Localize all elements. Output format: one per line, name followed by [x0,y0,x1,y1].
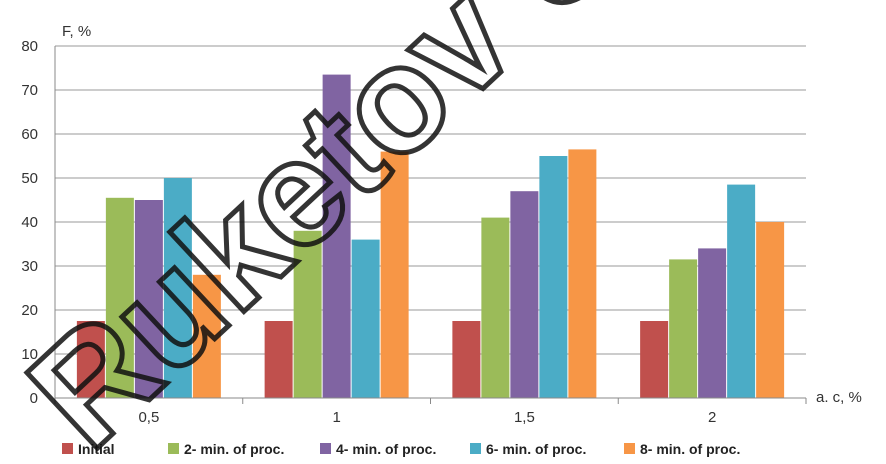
y-tick-label: 10 [21,346,38,363]
bar-2-3 [481,217,510,398]
bar-2-1 [105,197,134,398]
legend-label: 4- min. of proc. [336,441,436,457]
x-tick-label: 0,5 [138,409,159,426]
bar-5-3 [568,149,597,398]
y-tick-label: 60 [21,126,38,143]
legend-swatch [320,443,331,454]
y-tick-label: 30 [21,258,38,275]
y-axis-ticks: 0 10 20 30 40 50 60 70 80 [21,38,38,407]
x-axis-label: a. c, % [816,389,862,406]
y-tick-label: 20 [21,302,38,319]
bars [76,74,785,398]
legend-label: Initial [78,441,115,457]
x-tick-label: 1,5 [514,409,535,426]
bar-1-2 [264,321,293,398]
bar-5-1 [192,274,221,398]
axes [54,46,807,404]
y-tick-label: 50 [21,170,38,187]
bar-5-2 [380,151,409,398]
y-tick-label: 70 [21,82,38,99]
x-tick-label: 2 [708,409,716,426]
y-tick-label: 0 [30,390,38,407]
bar-2-4 [669,259,698,398]
bar-1-3 [452,321,481,398]
legend-label: 6- min. of proc. [486,441,586,457]
bar-3-4 [698,248,727,398]
bar-1-1 [76,321,105,398]
bar-3-3 [510,191,539,398]
legend-swatch [624,443,635,454]
bar-3-2 [322,74,351,398]
y-axis-label: F, % [62,23,91,40]
legend-label: 2- min. of proc. [184,441,284,457]
bar-3-1 [134,200,163,398]
bar-4-2 [351,239,380,398]
legend-swatch [470,443,481,454]
x-axis-ticks: 0,5 1 1,5 2 [138,409,716,426]
bar-1-4 [640,321,669,398]
bar-2-2 [293,230,322,398]
legend: Initial 2- min. of proc. 4- min. of proc. 6… [62,441,740,457]
y-tick-label: 40 [21,214,38,231]
bar-4-1 [163,178,192,398]
legend-label: 8- min. of proc. [640,441,740,457]
bar-4-3 [539,156,568,398]
x-tick-label: 1 [332,409,340,426]
legend-swatch [62,443,73,454]
bar-5-4 [756,222,785,398]
bar-4-4 [727,184,756,398]
legend-swatch [168,443,179,454]
y-tick-label: 80 [21,38,38,55]
